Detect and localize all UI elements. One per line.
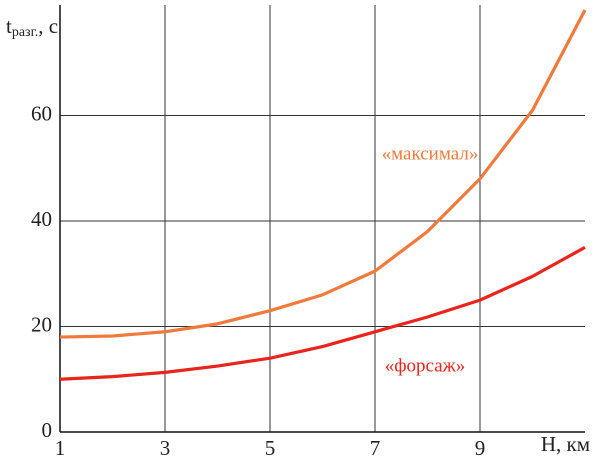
series-line — [59, 9, 587, 339]
series-label: «форсаж» — [385, 355, 466, 376]
x-tick-label: 1 — [55, 436, 66, 460]
y-tick-label: 40 — [31, 207, 52, 231]
y-label-sub: разг. — [12, 25, 38, 40]
x-axis-label: H, км — [541, 432, 590, 456]
series-label: «максимал» — [382, 143, 479, 164]
y-tick-label: 60 — [31, 101, 52, 125]
x-tick-label: 3 — [160, 436, 171, 460]
x-tick-label: 7 — [370, 436, 381, 460]
series-line — [59, 245, 586, 381]
y-label-unit: , с — [38, 14, 58, 38]
y-tick-label: 0 — [42, 418, 53, 442]
y-label-main: t — [6, 14, 12, 38]
x-tick-label: 9 — [475, 436, 486, 460]
y-axis-label: tразг., с — [6, 14, 58, 40]
y-tick-label: 20 — [31, 312, 52, 336]
x-tick-label: 5 — [265, 436, 276, 460]
